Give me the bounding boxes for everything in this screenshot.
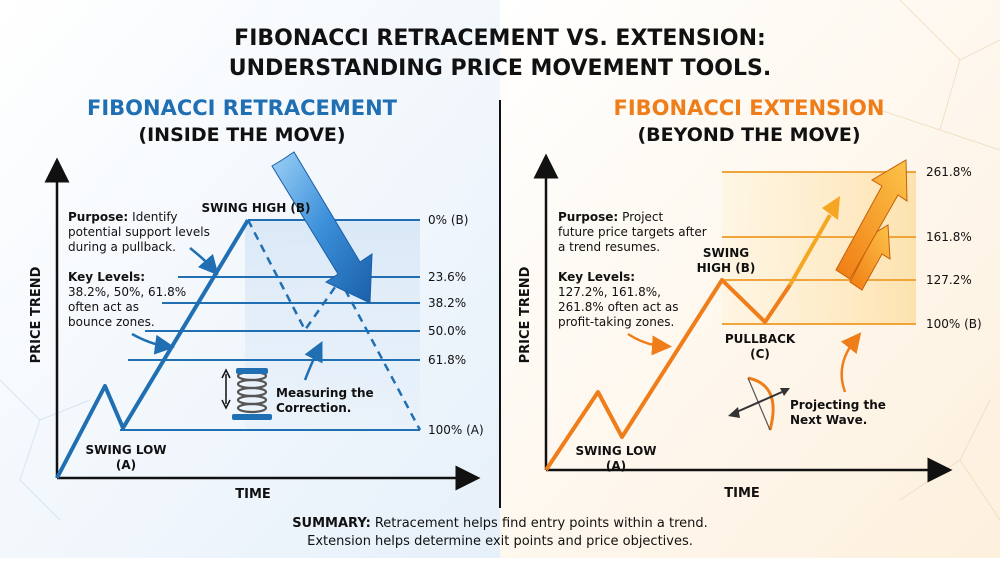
bounce-pointer-arrow-icon bbox=[303, 341, 323, 381]
spring-icon bbox=[232, 368, 272, 420]
retracement-level-lines bbox=[120, 219, 420, 431]
extension-panel: FIBONACCI EXTENSION (BEYOND THE MOVE) PR… bbox=[518, 96, 982, 501]
retracement-projected-path bbox=[246, 219, 422, 431]
main-title-line1: FIBONACCI RETRACEMENT VS. EXTENSION: bbox=[234, 26, 766, 51]
extension-price-path bbox=[544, 278, 792, 472]
retracement-key-line1: 38.2%, 50%, 61.8% bbox=[68, 285, 186, 299]
big-arrow-icon bbox=[271, 151, 373, 304]
level-label-23-6: 23.6% bbox=[428, 270, 466, 284]
extension-subheading: (BEYOND THE MOVE) bbox=[637, 124, 860, 146]
level-label-38-2: 38.2% bbox=[428, 296, 466, 310]
retracement-panel: FIBONACCI RETRACEMENT (INSIDE THE MOVE) … bbox=[29, 96, 484, 502]
extension-projection-path bbox=[788, 214, 832, 286]
retracement-subheading: (INSIDE THE MOVE) bbox=[138, 124, 345, 146]
main-title-line2: UNDERSTANDING PRICE MOVEMENT TOOLS. bbox=[229, 56, 771, 81]
retracement-x-label: TIME bbox=[235, 487, 271, 502]
extension-key-line3: profit-taking zones. bbox=[558, 315, 674, 329]
extension-key-pointer-arrow-icon bbox=[627, 332, 672, 356]
level-label-61-8: 61.8% bbox=[428, 353, 466, 367]
extension-purpose-line1: Purpose: Project bbox=[558, 210, 664, 224]
level-label-50: 50.0% bbox=[428, 324, 466, 338]
extension-swing-high-label-1: SWING bbox=[703, 246, 749, 260]
measure-label-line1: Measuring the bbox=[276, 386, 374, 400]
retracement-key-line3: bounce zones. bbox=[68, 315, 155, 329]
extension-key-label: Key Levels: bbox=[558, 270, 635, 284]
decorative-network-right bbox=[879, 0, 1000, 521]
extension-purpose: Purpose: Project future price targets aft… bbox=[558, 210, 707, 254]
double-arrow-icon bbox=[221, 368, 231, 410]
extension-y-label: PRICE TREND bbox=[518, 266, 533, 363]
project-label-line2: Next Wave. bbox=[790, 413, 867, 427]
extension-key-levels: Key Levels: 127.2%, 161.8%, 261.8% often… bbox=[558, 270, 679, 329]
extension-purpose-line2: future price targets after bbox=[558, 225, 707, 239]
extension-x-label: TIME bbox=[724, 486, 760, 501]
extension-pullback-label-2: (C) bbox=[750, 347, 770, 361]
retracement-key-label: Key Levels: bbox=[68, 270, 145, 284]
extension-swing-high-label-2: HIGH (B) bbox=[697, 261, 756, 275]
up-arrow-large-icon bbox=[835, 159, 908, 280]
level-label-100: 100% (A) bbox=[428, 423, 484, 437]
summary-line1: SUMMARY: Retracement helps find entry poi… bbox=[292, 516, 708, 531]
bow-arrow-icon bbox=[728, 376, 790, 431]
extension-heading: FIBONACCI EXTENSION bbox=[614, 96, 885, 120]
measure-label-line2: Correction. bbox=[276, 401, 351, 415]
retracement-swing-low-label-1: SWING LOW bbox=[85, 443, 166, 457]
extension-key-line2: 261.8% often act as bbox=[558, 300, 679, 314]
purpose-pointer-arrow-icon bbox=[189, 247, 219, 276]
level-label-261-8: 261.8% bbox=[926, 165, 972, 179]
retracement-key-levels: Key Levels: 38.2%, 50%, 61.8% often act … bbox=[68, 270, 186, 329]
extension-swing-low-label-1: SWING LOW bbox=[575, 444, 656, 458]
extension-level-labels: 261.8% 161.8% 127.2% 100% (B) bbox=[926, 165, 982, 331]
retracement-purpose-line1: Purpose: Identify bbox=[68, 210, 177, 224]
level-label-0: 0% (B) bbox=[428, 213, 468, 227]
extension-pullback-label-1: PULLBACK bbox=[725, 332, 796, 346]
retracement-purpose-line3: during a pullback. bbox=[68, 240, 176, 254]
extension-key-line1: 127.2%, 161.8%, bbox=[558, 285, 661, 299]
summary-line2: Extension helps determine exit points an… bbox=[307, 534, 693, 549]
extension-purpose-line3: a trend resumes. bbox=[558, 240, 660, 254]
retracement-y-label: PRICE TREND bbox=[29, 266, 44, 363]
retracement-purpose-line2: potential support levels bbox=[68, 225, 210, 239]
key-levels-pointer-arrow-icon bbox=[131, 332, 175, 355]
retracement-heading: FIBONACCI RETRACEMENT bbox=[87, 96, 398, 120]
project-label-line1: Projecting the bbox=[790, 398, 886, 412]
level-label-100b: 100% (B) bbox=[926, 317, 982, 331]
level-label-161-8: 161.8% bbox=[926, 230, 972, 244]
retracement-swing-high-label: SWING HIGH (B) bbox=[201, 201, 310, 215]
retracement-key-line2: often act as bbox=[68, 300, 139, 314]
retracement-purpose: Purpose: Identify potential support level… bbox=[68, 210, 210, 254]
retracement-price-path bbox=[55, 218, 250, 479]
extension-swing-low-label-2: (A) bbox=[606, 459, 626, 473]
decorative-network-left bbox=[0, 379, 91, 521]
retracement-swing-low-label-2: (A) bbox=[116, 458, 136, 472]
retracement-level-labels: 0% (B) 23.6% 38.2% 50.0% 61.8% 100% (A) bbox=[428, 213, 484, 437]
extension-projection-tip bbox=[822, 196, 840, 220]
level-label-127-2: 127.2% bbox=[926, 273, 972, 287]
extension-project-pointer-arrow-icon bbox=[840, 332, 862, 393]
